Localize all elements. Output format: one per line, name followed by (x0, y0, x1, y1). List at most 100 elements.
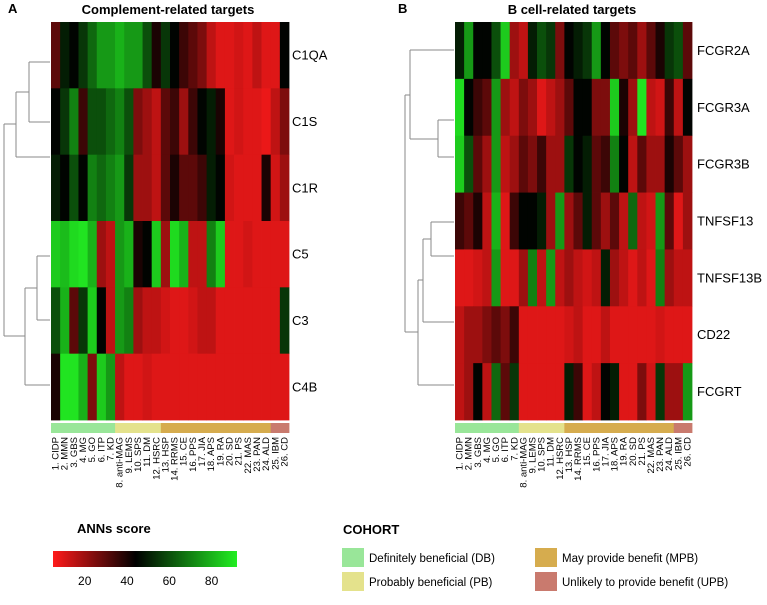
heatmap-cell (170, 88, 180, 156)
heatmap-cell (600, 78, 611, 137)
heatmap-cell (509, 135, 520, 193)
heatmap-cell (87, 154, 98, 222)
heatmap-cell (105, 154, 116, 222)
heatmap-cell (78, 287, 89, 355)
heatmap-cell (234, 287, 244, 355)
heatmap-cell (51, 88, 61, 156)
heatmap-cell (664, 192, 675, 250)
heatmap-cell (646, 306, 656, 364)
heatmap-cell (473, 22, 483, 80)
heatmap-cell (591, 135, 602, 193)
heatmap-cell (527, 22, 538, 80)
heatmap-cell (69, 22, 79, 89)
cohort-cell-mpb (637, 423, 647, 433)
cohort-cell-db (51, 423, 61, 433)
cohort-cell-mpb (600, 423, 611, 433)
heatmap-cell (591, 78, 602, 137)
heatmap-cell (491, 249, 501, 307)
heatmap-cell (609, 135, 620, 193)
heatmap-cell (582, 22, 593, 80)
column-label: 9. LEMS (124, 437, 135, 473)
column-label: 21. PS (234, 437, 245, 466)
heatmap-cell (527, 78, 538, 137)
heatmap-cell (197, 287, 208, 355)
cohort-cell-mpb (261, 423, 272, 433)
heatmap-cell (179, 22, 189, 89)
cohort-swatch-upb (535, 572, 557, 591)
heatmap-cell (87, 88, 98, 156)
column-label: 18. APS (206, 437, 217, 471)
heatmap-cell (243, 22, 253, 89)
heatmap-cell (609, 249, 620, 307)
heatmap-cell (500, 135, 511, 193)
heatmap-cell (115, 154, 125, 222)
column-label: 13. HSP (160, 437, 171, 472)
heatmap-cell (646, 78, 656, 137)
heatmap-cell (546, 363, 556, 421)
panel-b-letter: B (398, 1, 407, 16)
column-label: 11. DM (142, 437, 153, 467)
column-label: 22. MAS (243, 437, 254, 473)
heatmap-cell (573, 249, 584, 307)
heatmap-cell (279, 88, 290, 156)
heatmap-cell (87, 287, 98, 355)
heatmap-cell (473, 192, 483, 250)
heatmap-cell (646, 135, 656, 193)
heatmap-cell (546, 192, 556, 250)
heatmap-cell (637, 363, 647, 421)
heatmap-cell (573, 22, 584, 80)
heatmap-cell (537, 363, 547, 421)
heatmap-cell (464, 306, 474, 364)
heatmap-cell (500, 306, 511, 364)
heatmap-cell (655, 249, 666, 307)
heatmap-cell (500, 363, 511, 421)
column-label: 12. HSRC (555, 437, 566, 480)
heatmap-cell (555, 135, 565, 193)
heatmap-cell (270, 221, 281, 288)
heatmap-cell (637, 22, 647, 80)
heatmap-cell (491, 22, 501, 80)
heatmap-cell (69, 353, 79, 421)
heatmap-cell (69, 154, 79, 222)
heatmap-cell (179, 88, 189, 156)
heatmap-cell (509, 22, 520, 80)
cohort-cell-mpb (655, 423, 666, 433)
heatmap-cell (87, 221, 98, 288)
heatmap-cell (646, 249, 656, 307)
heatmap-cell (455, 135, 465, 193)
heatmap-cell (188, 88, 198, 156)
heatmap-cell (261, 154, 272, 222)
heatmap-cell (637, 192, 647, 250)
heatmap-cell (464, 78, 474, 137)
heatmap-cell (188, 154, 198, 222)
heatmap-cell (188, 353, 198, 421)
heatmap-cell (591, 249, 602, 307)
score-tick-label: 40 (120, 574, 134, 588)
heatmap-cell (555, 78, 565, 137)
heatmap-cell (482, 22, 492, 80)
heatmap-cell (215, 221, 226, 288)
row-labels-a: C1QA C1S C1R C5 C3 C4B (292, 48, 328, 395)
heatmap-cell (464, 363, 474, 421)
heatmap-cell (96, 22, 107, 89)
heatmap-cell (170, 22, 180, 89)
column-label: 7. KD (106, 437, 117, 461)
row-label-c3: C3 (292, 313, 309, 328)
heatmap-cell (252, 22, 262, 89)
heatmap-cell (564, 135, 574, 193)
heatmap-cell (124, 221, 134, 288)
heatmap-cell (279, 287, 290, 355)
cohort-swatch-mpb (535, 548, 557, 567)
heatmap-cell (206, 154, 217, 222)
heatmap-cell (682, 306, 693, 364)
score-tick-label: 80 (205, 574, 219, 588)
heatmap-cell (188, 287, 198, 355)
row-label-c1qa: C1QA (292, 48, 328, 63)
heatmap-cell (151, 221, 162, 288)
heatmap-cell (78, 221, 89, 288)
heatmap-cell (673, 192, 684, 250)
heatmap-cell (482, 249, 492, 307)
cohort-cell-db (482, 423, 492, 433)
heatmap-cell (628, 135, 638, 193)
heatmap-cell (500, 22, 511, 80)
